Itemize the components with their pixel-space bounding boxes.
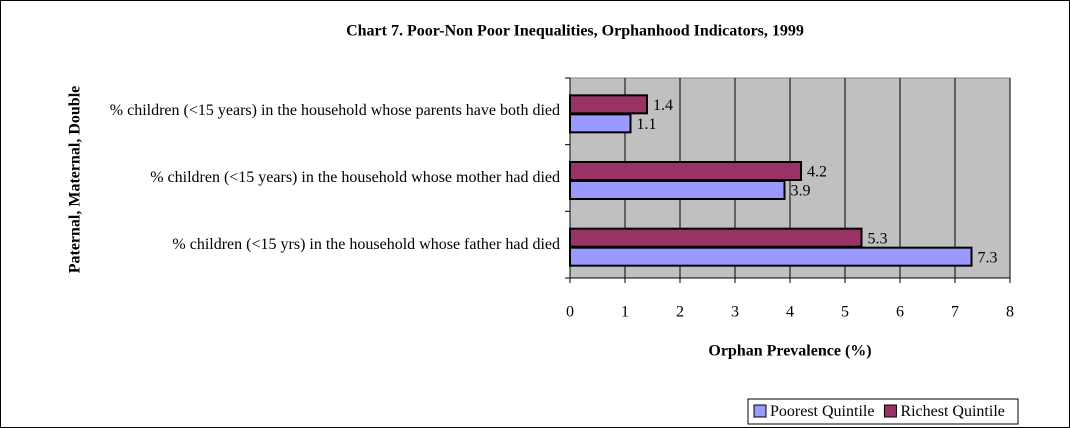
- bar: [569, 180, 786, 200]
- x-axis-title: Orphan Prevalence (%): [708, 343, 871, 360]
- x-tick-label: 2: [676, 304, 684, 321]
- data-label: 1.4: [653, 97, 673, 114]
- bar: [569, 246, 973, 267]
- x-tick-label: 4: [786, 304, 794, 321]
- data-label: 1.1: [637, 116, 657, 133]
- y-axis-title: Paternal, Maternal, Double: [66, 85, 84, 274]
- x-tick-label: 6: [896, 304, 904, 321]
- y-tick-label: % children (<15 yrs) in the household wh…: [172, 235, 560, 253]
- chart-title: Chart 7. Poor-Non Poor Inequalities, Orp…: [346, 23, 804, 40]
- x-tick-label: 1: [621, 304, 629, 321]
- legend-label: Poorest Quintile: [770, 403, 874, 420]
- data-label: 7.3: [978, 249, 998, 266]
- legend-swatch: [883, 404, 897, 418]
- legend-swatch: [753, 404, 767, 418]
- bar: [569, 94, 648, 115]
- data-label: 5.3: [868, 230, 888, 247]
- legend-label: Richest Quintile: [900, 403, 1004, 420]
- x-tick-label: 3: [731, 304, 739, 321]
- y-tick-label: % children (<15 years) in the household …: [150, 169, 560, 186]
- data-label: 3.9: [791, 183, 811, 200]
- bar: [569, 113, 632, 134]
- y-tick-label: % children (<15 years) in the household …: [109, 102, 560, 120]
- bar: [569, 161, 802, 181]
- data-label: 4.2: [807, 164, 827, 181]
- x-tick-label: 5: [841, 304, 849, 321]
- legend-box: [747, 398, 1019, 425]
- x-tick-label: 7: [951, 304, 959, 321]
- bar: [569, 227, 863, 248]
- x-tick-label: 8: [1006, 304, 1014, 321]
- x-tick-label: 0: [566, 304, 574, 321]
